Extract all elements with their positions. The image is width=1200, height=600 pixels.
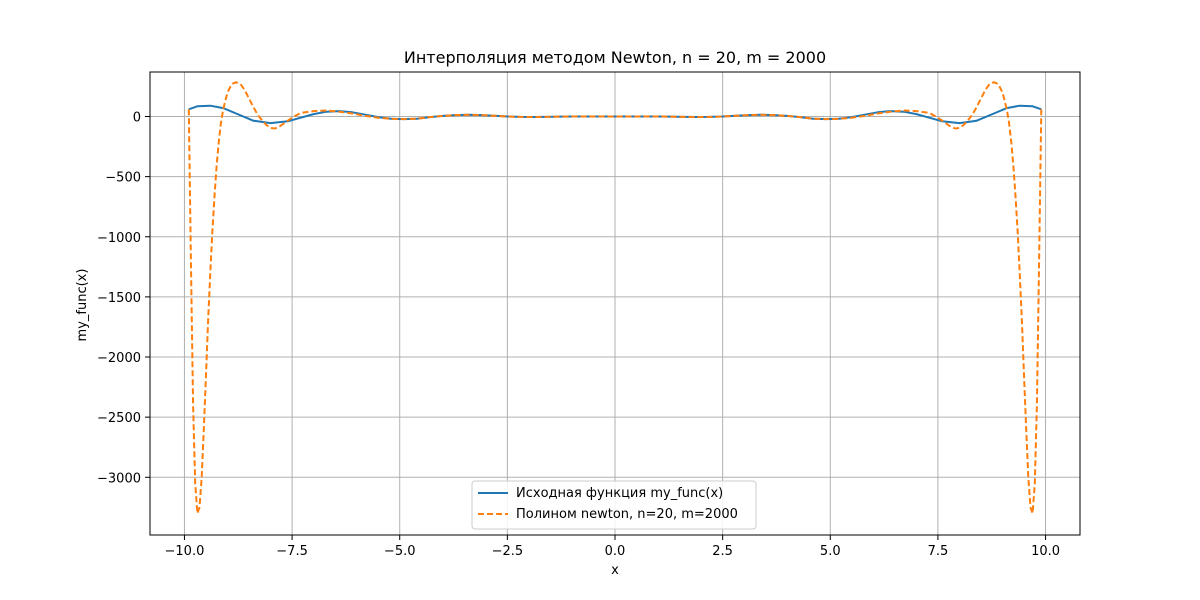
chart-title: Интерполяция методом Newton, n = 20, m =… <box>404 48 826 67</box>
x-tick-label: 2.5 <box>712 544 733 559</box>
x-tick-label: −2.5 <box>492 544 524 559</box>
x-tick-label: −10.0 <box>165 544 205 559</box>
y-tick-label: 0 <box>133 110 141 125</box>
x-axis-label: x <box>611 563 619 578</box>
y-tick-label: −1000 <box>97 231 141 246</box>
legend-box <box>471 480 757 530</box>
series-line-newton-polynomial <box>187 81 1043 515</box>
x-tick-label: 0.0 <box>605 544 626 559</box>
legend-entry-newton-polynomial: Полином newton, n=20, m=2000 <box>516 507 738 522</box>
y-axis: 0 −500 −1000 −1500 −2000 −2500 −3000 <box>97 110 150 486</box>
x-tick-label: −5.0 <box>384 544 416 559</box>
series-layer <box>187 81 1043 515</box>
x-tick-label: −7.5 <box>276 544 308 559</box>
x-axis: −10.0 −7.5 −5.0 −2.5 0.0 2.5 5.0 7.5 10.0 <box>165 535 1060 559</box>
y-tick-label: −1500 <box>97 291 141 306</box>
x-tick-label: 5.0 <box>820 544 841 559</box>
y-tick-label: −2500 <box>97 411 141 426</box>
x-tick-label: 7.5 <box>928 544 949 559</box>
y-axis-label: my_func(x) <box>75 269 90 342</box>
y-tick-label: −500 <box>105 171 141 186</box>
x-tick-label: 10.0 <box>1031 544 1060 559</box>
legend: Исходная функция my_func(x) Полином newt… <box>471 480 757 530</box>
legend-entry-original-function: Исходная функция my_func(x) <box>516 486 723 501</box>
y-tick-label: −3000 <box>97 471 141 486</box>
y-tick-label: −2000 <box>97 351 141 366</box>
